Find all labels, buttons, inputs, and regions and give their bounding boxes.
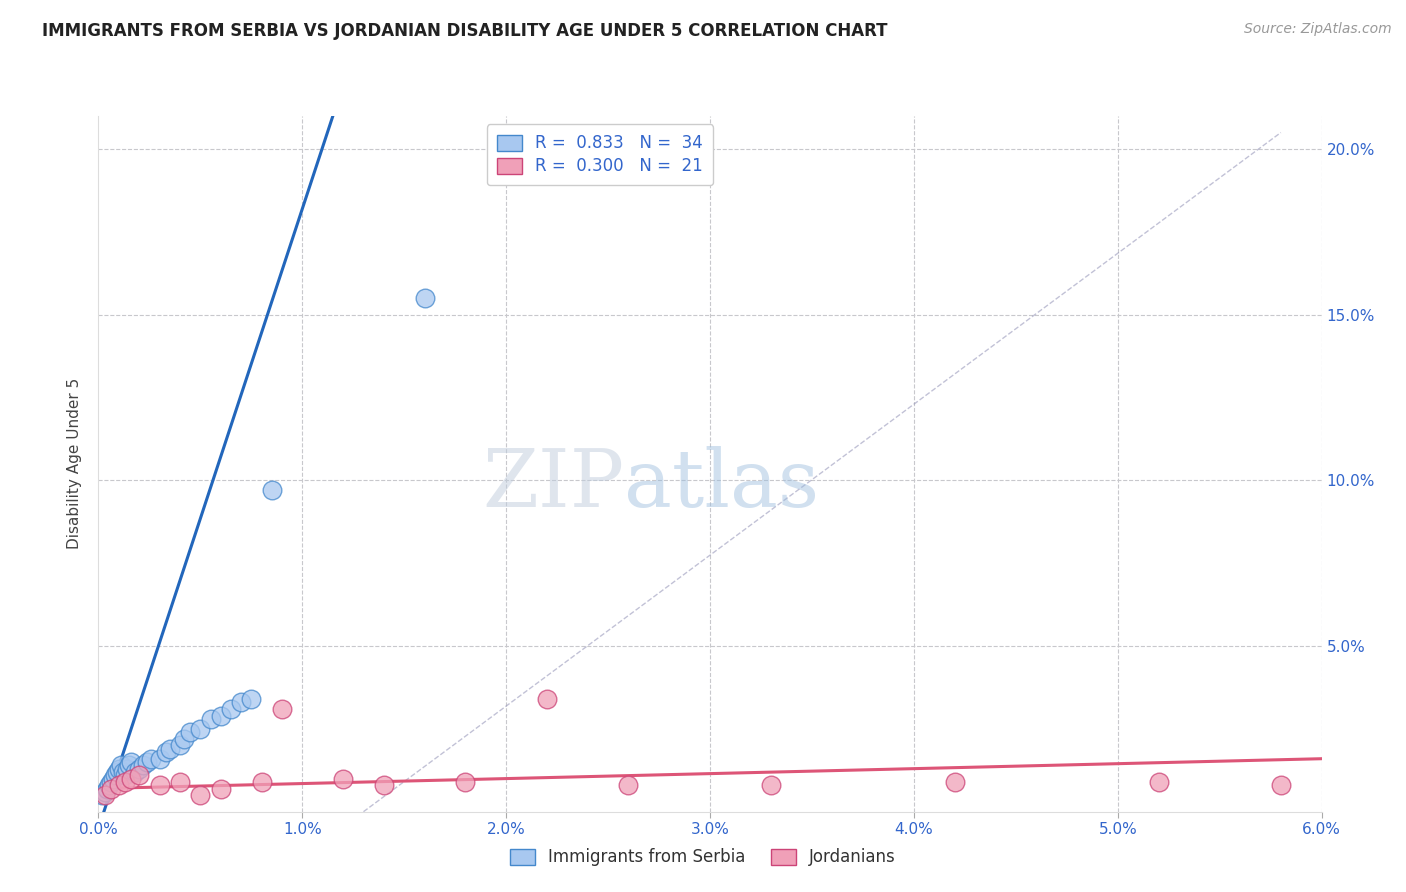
Point: [124, 764, 146, 779]
Point: [219, 702, 242, 716]
Point: [114, 768, 136, 782]
Point: [943, 775, 966, 789]
Point: [101, 772, 124, 786]
Point: [111, 764, 134, 779]
Point: [96, 781, 118, 796]
Point: [136, 755, 159, 769]
Text: atlas: atlas: [624, 446, 820, 524]
Legend: R =  0.833   N =  34, R =  0.300   N =  21: R = 0.833 N = 34, R = 0.300 N = 21: [486, 124, 713, 186]
Point: [149, 752, 172, 766]
Point: [188, 722, 212, 736]
Point: [209, 781, 232, 796]
Point: [260, 483, 283, 498]
Point: [105, 764, 128, 779]
Point: [270, 702, 292, 716]
Point: [454, 775, 477, 789]
Point: [128, 768, 150, 782]
Point: [209, 708, 232, 723]
Point: [120, 772, 142, 786]
Point: [100, 781, 122, 796]
Text: Source: ZipAtlas.com: Source: ZipAtlas.com: [1244, 22, 1392, 37]
Point: [114, 775, 136, 789]
Point: [120, 755, 142, 769]
Text: ZIP: ZIP: [482, 446, 624, 524]
Point: [128, 762, 150, 776]
Point: [115, 762, 138, 776]
Point: [240, 692, 263, 706]
Point: [1270, 778, 1292, 792]
Point: [108, 762, 131, 776]
Point: [159, 741, 181, 756]
Point: [169, 739, 191, 753]
Point: [118, 758, 141, 772]
Point: [179, 725, 201, 739]
Point: [373, 778, 395, 792]
Point: [617, 778, 640, 792]
Point: [91, 788, 114, 802]
Point: [132, 758, 155, 772]
Point: [536, 692, 558, 706]
Point: [200, 712, 222, 726]
Text: IMMIGRANTS FROM SERBIA VS JORDANIAN DISABILITY AGE UNDER 5 CORRELATION CHART: IMMIGRANTS FROM SERBIA VS JORDANIAN DISA…: [42, 22, 887, 40]
Y-axis label: Disability Age Under 5: Disability Age Under 5: [67, 378, 83, 549]
Point: [155, 745, 177, 759]
Point: [97, 778, 120, 792]
Point: [93, 785, 115, 799]
Point: [149, 778, 172, 792]
Point: [104, 768, 127, 782]
Point: [93, 788, 115, 802]
Point: [250, 775, 273, 789]
Point: [1147, 775, 1170, 789]
Point: [413, 291, 436, 305]
Point: [110, 758, 132, 772]
Point: [332, 772, 354, 786]
Point: [100, 775, 122, 789]
Point: [141, 752, 163, 766]
Point: [108, 778, 131, 792]
Point: [188, 788, 212, 802]
Point: [169, 775, 191, 789]
Legend: Immigrants from Serbia, Jordanians: Immigrants from Serbia, Jordanians: [502, 840, 904, 875]
Point: [761, 778, 783, 792]
Point: [231, 695, 253, 709]
Point: [173, 731, 195, 746]
